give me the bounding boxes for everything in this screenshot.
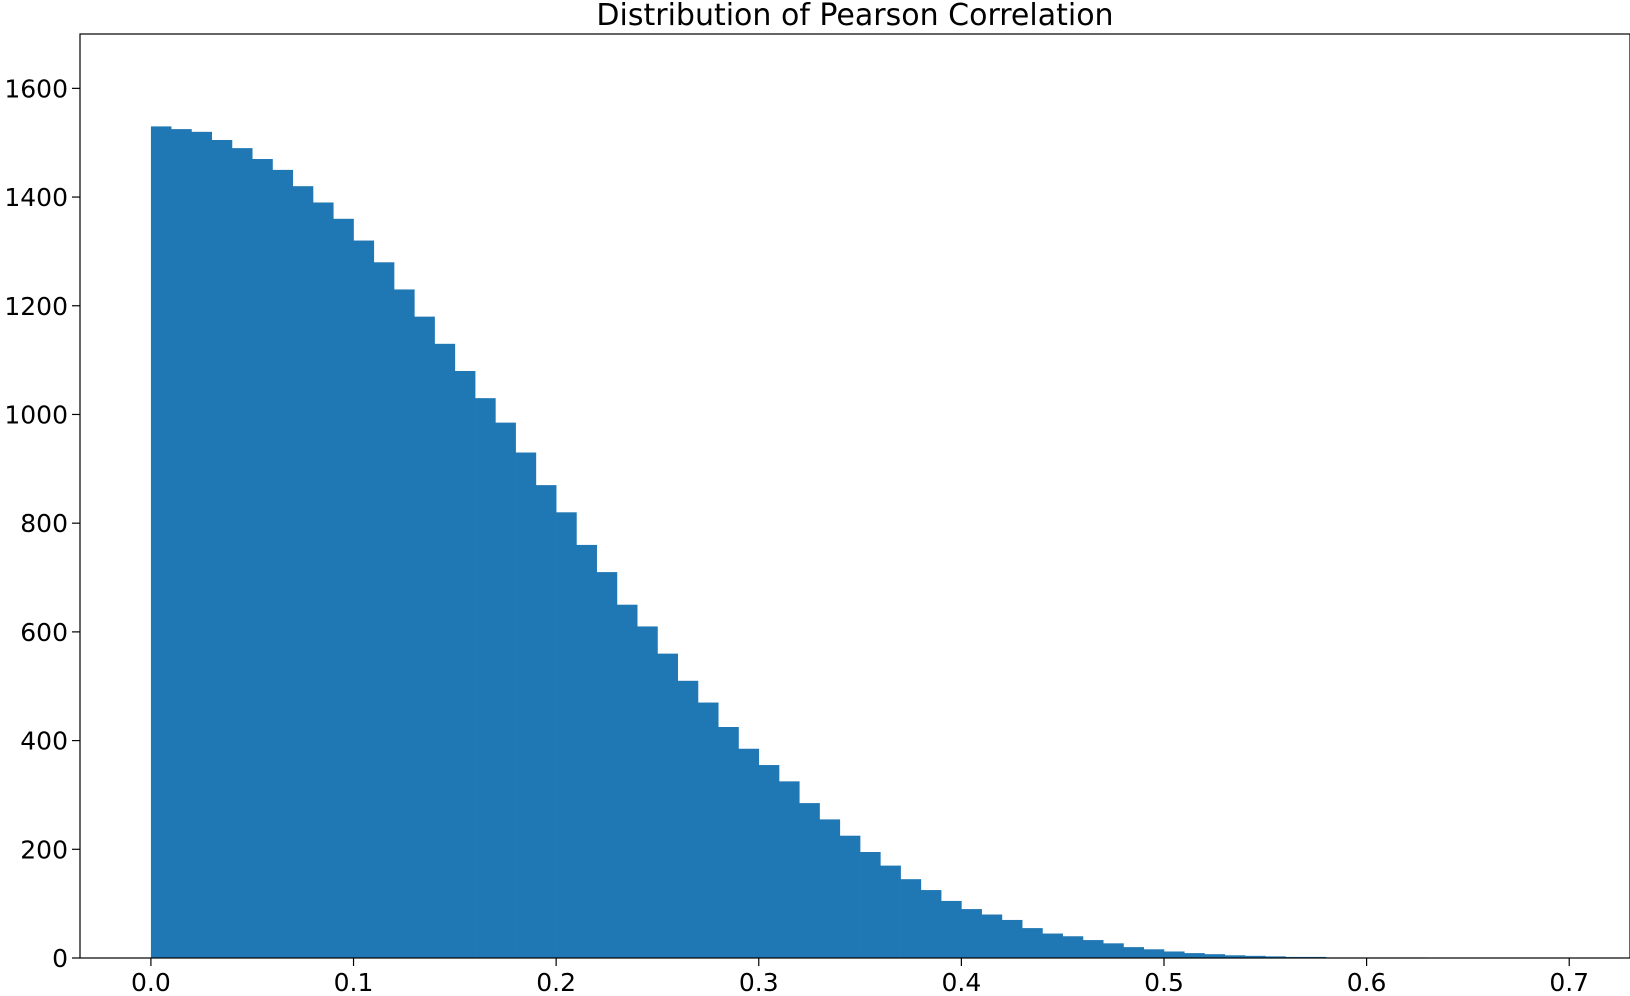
histogram-bar — [1143, 949, 1165, 958]
histogram-bar — [981, 914, 1003, 958]
x-tick-label: 0.5 — [1144, 968, 1184, 996]
x-tick-label: 0.6 — [1347, 968, 1387, 996]
histogram-bar — [292, 186, 314, 958]
x-axis-ticks: 0.0 0.1 0.2 0.3 0.4 0.5 0.6 0.7 — [131, 958, 1589, 996]
histogram-bars — [150, 126, 1428, 959]
histogram-bar — [1204, 954, 1226, 958]
histogram-bar — [414, 316, 435, 959]
chart-title: Distribution of Pearson Correlation — [596, 0, 1113, 33]
histogram-bar — [1265, 956, 1286, 958]
histogram-bar — [211, 139, 233, 959]
histogram-bar — [556, 512, 577, 958]
histogram-bar — [920, 890, 942, 958]
histogram-bar — [677, 680, 699, 958]
histogram-bar — [1245, 955, 1266, 958]
y-tick-label: 400 — [20, 727, 68, 756]
y-tick-label: 600 — [20, 618, 68, 647]
histogram-bar — [434, 343, 456, 958]
y-tick-label: 1000 — [4, 400, 68, 429]
histogram-bar — [515, 452, 537, 958]
histogram-bar — [779, 781, 800, 958]
histogram-bar — [454, 370, 476, 958]
y-tick-label: 1400 — [4, 183, 68, 212]
plot-frame — [79, 33, 1630, 959]
histogram-bar — [272, 169, 294, 959]
x-tick-label: 0.2 — [536, 968, 576, 996]
histogram-bar — [150, 126, 172, 958]
histogram-bar — [373, 262, 395, 958]
histogram-bar — [394, 289, 415, 958]
histogram-bar — [535, 485, 557, 958]
y-tick-label: 1600 — [4, 74, 68, 103]
x-tick-label: 0.4 — [941, 968, 981, 996]
histogram-bar — [495, 422, 516, 958]
histogram-bar — [1123, 947, 1145, 958]
x-tick-label: 0.1 — [334, 968, 374, 996]
histogram-bar — [576, 544, 597, 958]
histogram-bar — [171, 129, 192, 958]
histogram-bar — [353, 240, 375, 958]
histogram-bar — [475, 398, 496, 959]
y-tick-label: 0 — [52, 944, 68, 973]
y-tick-label: 200 — [20, 835, 68, 864]
histogram-bar — [231, 148, 253, 958]
y-axis-ticks: 0 200 400 600 800 1000 1200 1400 1600 — [4, 74, 80, 973]
histogram-bar — [1224, 955, 1246, 958]
histogram-bar — [738, 748, 760, 958]
histogram-bar — [718, 727, 739, 958]
histogram-bar — [657, 653, 679, 958]
histogram-bar — [637, 626, 658, 958]
histogram-bar — [819, 819, 841, 958]
histogram-bar — [1062, 936, 1084, 958]
histogram-bar — [1042, 933, 1063, 958]
histogram-bar — [941, 900, 962, 958]
histogram-bar — [697, 702, 719, 958]
histogram-bar — [333, 218, 354, 959]
histogram-bar — [1163, 951, 1185, 958]
histogram-bar — [860, 852, 881, 958]
histogram-bar — [1001, 919, 1023, 958]
histogram-bar — [1022, 928, 1043, 958]
histogram-bar — [900, 879, 922, 958]
histogram-bar — [1103, 943, 1124, 958]
histogram-bar — [839, 835, 861, 958]
histogram-bar — [191, 131, 212, 958]
histogram-bar — [758, 765, 780, 958]
y-tick-label: 800 — [20, 509, 68, 538]
histogram-bar — [313, 202, 334, 958]
histogram-bar — [880, 865, 901, 958]
y-tick-label: 1200 — [4, 292, 68, 321]
x-tick-label: 0.3 — [739, 968, 779, 996]
histogram-bar — [799, 803, 820, 958]
histogram-bar — [252, 159, 273, 958]
histogram-bar — [1184, 953, 1205, 958]
x-tick-label: 0.7 — [1549, 968, 1589, 996]
histogram-bar — [1082, 940, 1104, 958]
histogram-bar — [616, 604, 638, 958]
histogram-bar — [596, 572, 618, 958]
x-tick-label: 0.0 — [131, 968, 171, 996]
histogram-bar — [961, 909, 982, 958]
